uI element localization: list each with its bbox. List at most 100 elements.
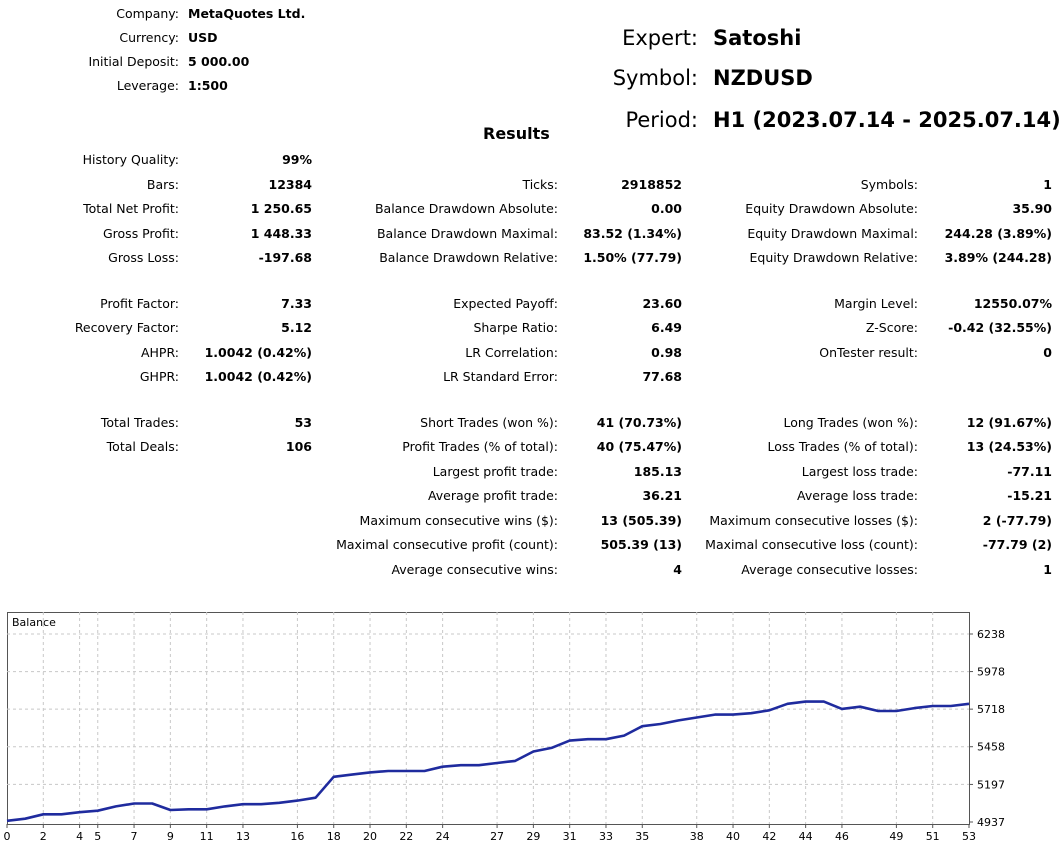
- symbol-label: Symbol:: [612, 66, 698, 90]
- stat-value: 0.00: [651, 201, 682, 216]
- stat-value: 12550.07%: [973, 296, 1052, 311]
- initial-deposit-label: Initial Deposit:: [88, 54, 179, 69]
- period-value: H1 (2023.07.14 - 2025.07.14): [713, 108, 1061, 132]
- x-tick-label: 38: [690, 830, 704, 843]
- x-tick-label: 9: [167, 830, 174, 843]
- x-tick-label: 0: [4, 830, 11, 843]
- y-tick-label: 5978: [977, 666, 1005, 679]
- stat-label: GHPR:: [139, 369, 179, 384]
- stat-label: Ticks:: [522, 177, 558, 192]
- expert-value: Satoshi: [713, 26, 802, 50]
- stat-label: Sharpe Ratio:: [473, 320, 558, 335]
- stat-value: 1: [1043, 177, 1052, 192]
- stat-value: 12384: [268, 177, 313, 192]
- stat-value: 2918852: [621, 177, 682, 192]
- stat-label: Margin Level:: [834, 296, 918, 311]
- x-tick-label: 42: [762, 830, 776, 843]
- stat-label: Largest profit trade:: [432, 464, 558, 479]
- stat-label: Average loss trade:: [797, 488, 918, 503]
- x-tick-label: 22: [399, 830, 413, 843]
- y-tick-label: 5718: [977, 703, 1005, 716]
- x-tick-label: 7: [131, 830, 138, 843]
- x-tick-label: 18: [327, 830, 341, 843]
- stat-label: Profit Factor:: [100, 296, 179, 311]
- x-tick-label: 31: [563, 830, 577, 843]
- stat-label: Total Trades:: [100, 415, 179, 430]
- x-tick-label: 46: [835, 830, 849, 843]
- stat-value: 77.68: [642, 369, 682, 384]
- currency-value: USD: [188, 30, 218, 45]
- stat-value: -197.68: [258, 250, 312, 265]
- stat-label: OnTester result:: [819, 345, 918, 360]
- stat-label: Long Trades (won %):: [783, 415, 918, 430]
- stat-value: 40 (75.47%): [596, 439, 682, 454]
- company-label: Company:: [116, 6, 179, 21]
- stat-value: 1.0042 (0.42%): [204, 369, 312, 384]
- stat-value: 244.28 (3.89%): [944, 226, 1052, 241]
- stat-value: 53: [294, 415, 312, 430]
- stat-value: 5.12: [281, 320, 312, 335]
- stat-value: -77.79 (2): [982, 537, 1052, 552]
- stat-value: 13 (24.53%): [966, 439, 1052, 454]
- x-tick-label: 44: [799, 830, 813, 843]
- symbol-value: NZDUSD: [713, 66, 813, 90]
- stat-label: Average consecutive losses:: [741, 562, 918, 577]
- stat-label: Loss Trades (% of total):: [767, 439, 918, 454]
- stat-label: Largest loss trade:: [801, 464, 918, 479]
- stat-label: Equity Drawdown Absolute:: [745, 201, 918, 216]
- stat-label: Maximal consecutive loss (count):: [705, 537, 918, 552]
- stat-label: Total Net Profit:: [83, 201, 179, 216]
- stat-value: 6.49: [651, 320, 682, 335]
- stat-label: Equity Drawdown Relative:: [749, 250, 918, 265]
- y-tick-label: 6238: [977, 628, 1005, 641]
- stat-value: 13 (505.39): [600, 513, 682, 528]
- stat-label: Profit Trades (% of total):: [402, 439, 558, 454]
- x-tick-label: 20: [363, 830, 377, 843]
- stat-value: 4: [673, 562, 682, 577]
- stat-value: 1.50% (77.79): [583, 250, 682, 265]
- stat-label: LR Correlation:: [465, 345, 558, 360]
- stat-value: 23.60: [642, 296, 682, 311]
- x-tick-label: 33: [599, 830, 613, 843]
- stat-label: Gross Profit:: [102, 226, 179, 241]
- balance-line: [6, 700, 970, 823]
- stat-value: 1: [1043, 562, 1052, 577]
- stat-value: 0: [1043, 345, 1052, 360]
- stat-value: 1 448.33: [250, 226, 312, 241]
- currency-label: Currency:: [119, 30, 179, 45]
- x-tick-label: 2: [40, 830, 47, 843]
- stat-label: LR Standard Error:: [443, 369, 558, 384]
- stat-value: 1.0042 (0.42%): [204, 345, 312, 360]
- stat-label: Short Trades (won %):: [420, 415, 558, 430]
- expert-label: Expert:: [622, 26, 698, 50]
- stat-label: Z-Score:: [865, 320, 918, 335]
- stat-label: Recovery Factor:: [74, 320, 179, 335]
- stat-value: -15.21: [1007, 488, 1052, 503]
- x-tick-label: 35: [635, 830, 649, 843]
- x-tick-label: 40: [726, 830, 740, 843]
- x-tick-label: 49: [889, 830, 903, 843]
- stat-label: AHPR:: [140, 345, 179, 360]
- x-tick-label: 13: [236, 830, 250, 843]
- stat-value: -77.11: [1007, 464, 1052, 479]
- x-tick-label: 29: [526, 830, 540, 843]
- leverage-label: Leverage:: [116, 78, 179, 93]
- stat-value: 36.21: [642, 488, 682, 503]
- plot-frame: [7, 612, 970, 825]
- period-label: Period:: [625, 108, 698, 132]
- stat-label: Balance Drawdown Maximal:: [376, 226, 558, 241]
- stat-value: 99%: [282, 152, 312, 167]
- stat-label: Gross Loss:: [108, 250, 179, 265]
- stat-value: 505.39 (13): [600, 537, 682, 552]
- stat-value: 7.33: [281, 296, 312, 311]
- stat-value: 1 250.65: [250, 201, 312, 216]
- initial-deposit-value: 5 000.00: [188, 54, 250, 69]
- stat-label: Average consecutive wins:: [391, 562, 558, 577]
- y-tick-label: 5197: [977, 778, 1005, 791]
- stat-label: Maximal consecutive profit (count):: [336, 537, 558, 552]
- balance-chart: 0 2 4 5 7 9 11 13 16 18 20 22 24 27 29 31 33 35 38 40 42 44 46…: [4, 612, 1059, 854]
- x-tick-label: 16: [290, 830, 304, 843]
- stat-label: Average profit trade:: [427, 488, 558, 503]
- company-value: MetaQuotes Ltd.: [188, 6, 306, 21]
- stat-label: Symbols:: [860, 177, 918, 192]
